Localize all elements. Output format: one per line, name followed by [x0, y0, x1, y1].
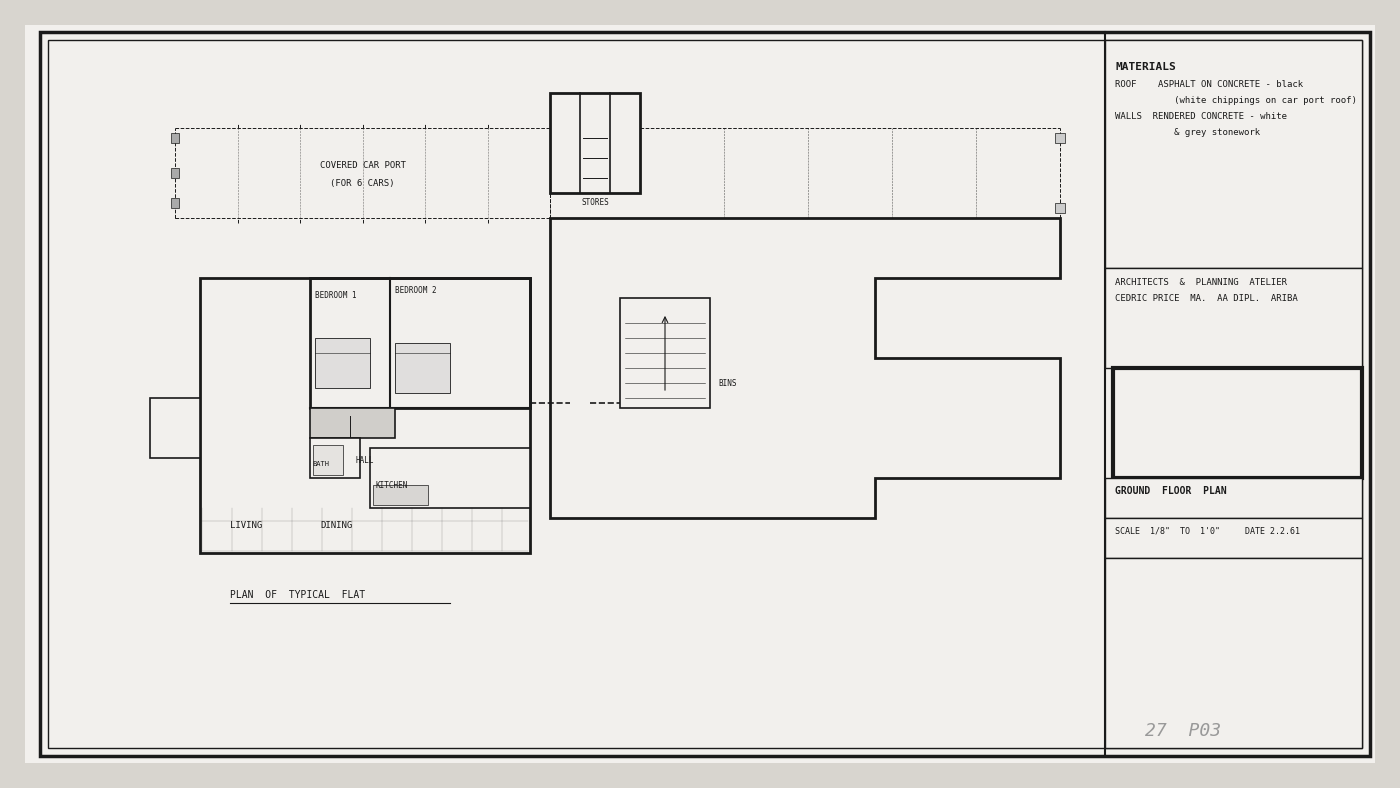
Text: HALL: HALL [356, 456, 374, 465]
Bar [550, 93, 640, 193]
Text: BATH: BATH [312, 461, 329, 467]
Polygon shape [550, 218, 1060, 518]
Bar [171, 133, 179, 143]
Text: WALLS  RENDERED CONCRETE - white: WALLS RENDERED CONCRETE - white [1114, 112, 1287, 121]
Bar [200, 278, 531, 553]
Text: LIVING: LIVING [230, 521, 262, 530]
Text: (FOR 6 CARS): (FOR 6 CARS) [330, 179, 395, 188]
Text: BINS: BINS [718, 378, 736, 388]
Bar [314, 445, 343, 475]
Text: BEDROOM 2: BEDROOM 2 [395, 286, 437, 295]
Bar [150, 398, 200, 458]
Text: SCALE  1/8"  TO  1'0"     DATE 2.2.61: SCALE 1/8" TO 1'0" DATE 2.2.61 [1114, 526, 1301, 535]
Text: MATERIALS: MATERIALS [1114, 62, 1176, 72]
Text: CEDRIC PRICE  MA.  AA DIPL.  ARIBA: CEDRIC PRICE MA. AA DIPL. ARIBA [1114, 294, 1298, 303]
Bar [171, 198, 179, 208]
Bar [620, 298, 710, 408]
Bar [309, 278, 531, 408]
Text: GROUND  FLOOR  PLAN: GROUND FLOOR PLAN [1114, 486, 1226, 496]
Bar [1056, 133, 1065, 143]
Bar [309, 438, 360, 478]
Bar [315, 338, 370, 388]
Bar [1113, 368, 1362, 478]
Bar [1105, 558, 1362, 748]
Bar [1056, 203, 1065, 213]
Text: ARCHITECTS  &  PLANNING  ATELIER: ARCHITECTS & PLANNING ATELIER [1114, 278, 1287, 287]
Text: COVERED CAR PORT: COVERED CAR PORT [319, 161, 406, 169]
Text: BEDROOM 1: BEDROOM 1 [315, 291, 357, 300]
Bar [309, 408, 395, 438]
Text: ROOF    ASPHALT ON CONCRETE - black: ROOF ASPHALT ON CONCRETE - black [1114, 80, 1303, 89]
Text: (white chippings on car port roof): (white chippings on car port roof) [1114, 96, 1357, 105]
Bar [171, 168, 179, 178]
Text: DINING: DINING [321, 521, 353, 530]
Bar [370, 448, 531, 508]
Text: PLAN  OF  TYPICAL  FLAT: PLAN OF TYPICAL FLAT [230, 590, 365, 600]
Bar [1105, 268, 1362, 368]
Text: 27  P03: 27 P03 [1145, 722, 1221, 740]
Bar [1105, 518, 1362, 558]
Bar [48, 40, 1362, 748]
Bar [372, 485, 428, 505]
Text: & grey stonework: & grey stonework [1114, 128, 1260, 137]
Text: STORES: STORES [581, 198, 609, 207]
Text: KITCHEN: KITCHEN [375, 481, 407, 490]
Bar [1105, 478, 1362, 518]
Bar [1105, 40, 1362, 268]
Bar [395, 343, 449, 393]
